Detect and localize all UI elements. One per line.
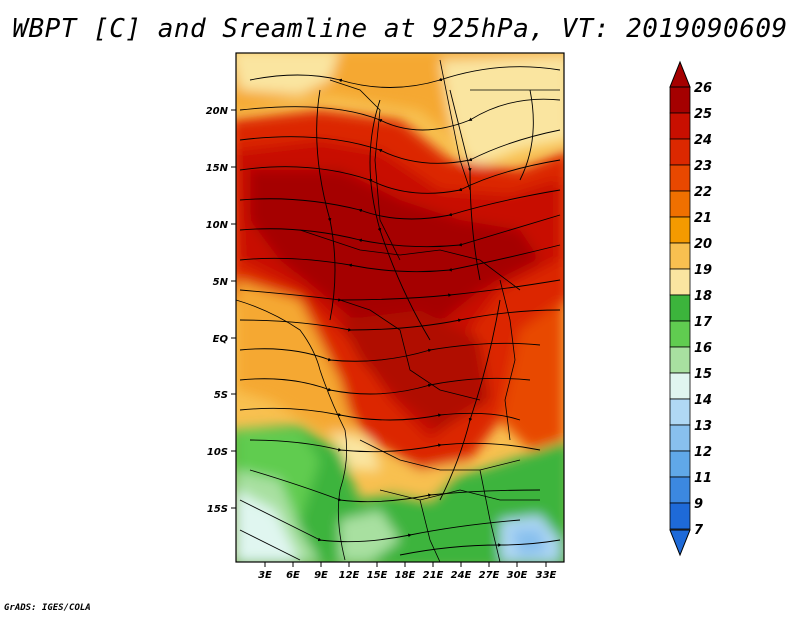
lon-label: 21E [423,570,444,581]
colorbar-box [669,398,691,426]
colorbar-label: 23 [694,159,712,174]
colorbar-label: 21 [694,211,712,226]
colorbar-box [669,112,691,140]
lon-label: 24E [451,570,472,581]
map-frame [235,52,565,563]
colorbar-box [669,216,691,244]
colorbar-box [669,164,691,192]
colorbar-box [669,86,691,114]
colorbar-bottom-triangle [669,529,691,557]
colorbar-label: 25 [694,107,712,122]
colorbar-label: 22 [694,185,712,200]
lat-label: 15N [206,163,229,174]
colorbar-box [669,242,691,270]
colorbar-boxes [669,86,691,530]
lat-label: 10N [206,220,229,231]
lon-label: 9E [314,570,328,581]
colorbar-box [669,190,691,218]
colorbar-label: 24 [694,133,712,148]
country-borders [236,59,560,562]
colorbar-label: 7 [694,523,704,538]
colorbar-label: 20 [694,237,712,252]
colorbar-label: 11 [694,471,712,486]
colorbar-label: 17 [694,315,713,330]
colorbar-label: 16 [694,341,712,356]
lat-label: 10S [207,447,228,458]
colorbar-box [669,476,691,504]
colorbar-label: 26 [694,81,712,96]
colorbar-top-triangle [669,60,691,88]
longitude-axis: 3E 6E 9E 12E 15E 18E 21E 24E 27E 30E 33E [258,562,557,581]
colorbar-label: 9 [694,497,703,512]
lat-label: EQ [213,334,229,345]
grads-credit: GrADS: IGES/COLA [4,603,91,613]
colorbar-label: 14 [694,393,712,408]
lat-label: 20N [206,106,229,117]
lon-label: 3E [258,570,272,581]
colorbar-box [669,268,691,296]
colorbar-box [669,424,691,452]
lon-label: 6E [286,570,300,581]
colorbar-box [669,450,691,478]
wbpt-field [236,53,564,562]
colorbar-box [669,372,691,400]
colorbar-label: 13 [694,419,712,434]
colorbar: 26 25 24 23 22 21 20 19 18 17 16 15 14 1… [669,60,713,557]
colorbar-label: 12 [694,445,712,460]
colorbar-box [669,138,691,166]
lon-label: 15E [367,570,388,581]
colorbar-box [669,294,691,322]
lon-label: 33E [536,570,557,581]
lon-label: 12E [339,570,360,581]
colorbar-label: 18 [694,289,712,304]
lat-label: 5S [214,390,228,401]
colorbar-box [669,502,691,530]
latitude-axis: 20N 15N 10N 5N EQ 5S 10S 15S [206,106,236,515]
lat-label: 15S [207,504,228,515]
colorbar-box [669,346,691,374]
map-title: WBPT [C] and Sreamline at 925hPa, VT: 20… [12,14,788,44]
lon-label: 27E [479,570,500,581]
colorbar-label: 15 [694,367,712,382]
colorbar-label: 19 [694,263,712,278]
lon-label: 18E [395,570,416,581]
colorbar-box [669,320,691,348]
lon-label: 30E [507,570,528,581]
lat-label: 5N [213,277,229,288]
